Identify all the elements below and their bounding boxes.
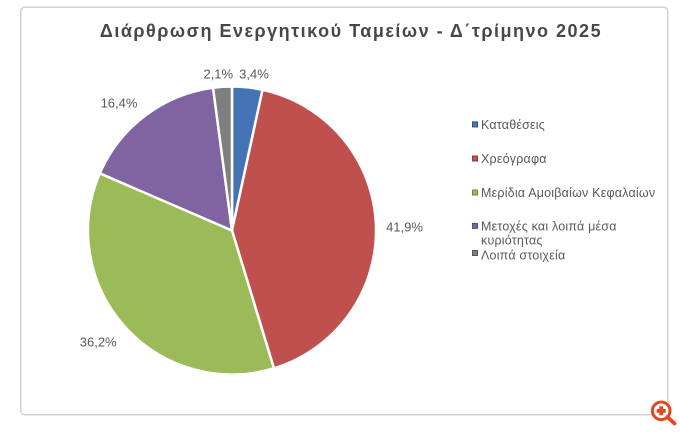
svg-text:Καταθέσεις: Καταθέσεις bbox=[481, 118, 545, 132]
svg-text:Χρεόγραφα: Χρεόγραφα bbox=[481, 152, 547, 166]
svg-text:Μερίδια Αμοιβαίων Κεφαλαίων: Μερίδια Αμοιβαίων Κεφαλαίων bbox=[481, 186, 655, 200]
svg-text:Μετοχές και λοιπά μέσα: Μετοχές και λοιπά μέσα bbox=[481, 219, 617, 233]
svg-text:36,2%: 36,2% bbox=[80, 335, 117, 350]
svg-text:Λοιπά στοιχεία: Λοιπά στοιχεία bbox=[481, 249, 565, 263]
svg-text:41,9%: 41,9% bbox=[386, 220, 423, 235]
svg-text:16,4%: 16,4% bbox=[101, 95, 138, 110]
svg-text:κυριότητας: κυριότητας bbox=[481, 234, 543, 248]
svg-text:2,1%: 2,1% bbox=[203, 66, 233, 81]
svg-text:3,4%: 3,4% bbox=[239, 66, 269, 81]
svg-text:Διάρθρωση Ενεργητικού Ταμείων: Διάρθρωση Ενεργητικού Ταμείων - Δ΄τρίμην… bbox=[100, 21, 602, 41]
